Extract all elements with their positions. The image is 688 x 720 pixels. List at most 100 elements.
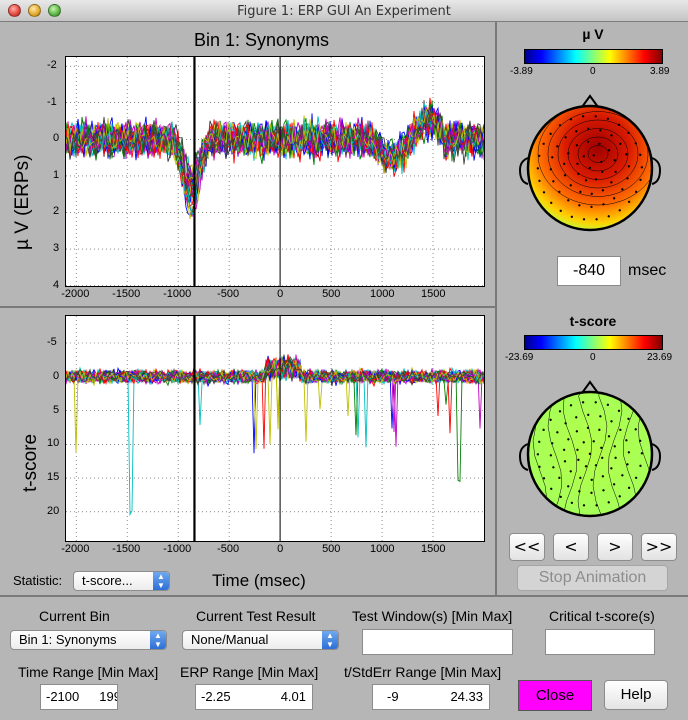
latency-input[interactable]: -840 <box>557 256 621 286</box>
electrode-marker: • <box>566 435 571 444</box>
electrode-marker: • <box>581 439 586 448</box>
xtick-label: -1500 <box>112 288 141 300</box>
critical-t-label: Critical t-score(s) <box>549 608 655 624</box>
electrode-marker: • <box>612 156 617 165</box>
electrode-marker: • <box>537 438 542 447</box>
tscore-topomap[interactable]: • •••••• ••••••••••• • •••••••••••••••• • ••••… <box>515 376 665 526</box>
electrode-marker: • <box>606 401 611 410</box>
ytick-label: 0 <box>53 132 60 145</box>
channel-trace <box>66 107 484 192</box>
electrode-marker: • <box>597 426 602 435</box>
electrode-marker: • <box>582 502 587 511</box>
xtick-label: 1000 <box>370 288 395 300</box>
electrode-marker: • <box>624 436 629 445</box>
electrode-marker: • <box>566 149 571 158</box>
t-range-input[interactable]: -9 24.33 <box>372 684 490 710</box>
electrode-marker: • <box>541 426 546 435</box>
electrode-marker: • <box>575 427 580 436</box>
electrode-marker: • <box>563 172 568 181</box>
current-bin-select[interactable]: Bin 1: Synonyms ▲ ▼ <box>10 630 167 650</box>
electrode-marker: • <box>609 465 614 474</box>
electrode-marker: • <box>612 442 617 451</box>
erp-plot-title: Bin 1: Synonyms <box>194 30 330 50</box>
ytick-label: -1 <box>47 95 57 108</box>
electrode-marker: • <box>551 178 556 187</box>
rewind-button[interactable]: << <box>509 533 545 561</box>
electrode-marker: • <box>607 432 612 441</box>
electrode-marker: • <box>578 188 583 197</box>
minimize-window-icon[interactable] <box>28 4 41 17</box>
tscore-xlabel: Time (msec) <box>212 571 306 590</box>
electrode-marker: • <box>586 138 591 147</box>
electrode-marker: • <box>576 170 581 179</box>
time-range-label: Time Range [Min Max] <box>18 664 159 680</box>
electrode-marker: • <box>626 448 631 457</box>
erp-range-label: ERP Range [Min Max] <box>180 664 319 680</box>
ytick-label: -5 <box>47 336 57 348</box>
fast-forward-button[interactable]: >> <box>641 533 677 561</box>
close-button[interactable]: Close <box>518 680 592 711</box>
electrode-marker: • <box>609 179 614 188</box>
electrode-marker: • <box>537 463 542 472</box>
contour-line <box>562 392 577 516</box>
xtick-label: 1500 <box>421 288 446 300</box>
ear-outline <box>518 443 529 471</box>
electrode-marker: • <box>581 112 586 121</box>
electrode-marker: • <box>563 133 568 142</box>
channel-trace <box>66 358 484 517</box>
erp-range-input[interactable]: -2.25 4.01 <box>195 684 313 710</box>
current-test-select[interactable]: None/Manual ▲ ▼ <box>182 630 339 650</box>
electrode-marker: • <box>589 190 594 199</box>
contour-line <box>567 128 629 180</box>
panel-divider <box>495 22 497 597</box>
ytick-label: 20 <box>47 504 60 517</box>
electrode-marker: • <box>575 141 580 150</box>
t-range-max: 24.33 <box>450 689 483 704</box>
tscore-axes[interactable] <box>65 315 485 542</box>
electrode-marker: • <box>577 488 582 497</box>
zoom-window-icon[interactable] <box>48 4 61 17</box>
stop-animation-button[interactable]: Stop Animation <box>517 565 668 591</box>
electrode-marker: • <box>617 407 622 416</box>
time-range-min: -2100 <box>46 689 80 704</box>
electrode-marker: • <box>618 140 623 149</box>
step-forward-button[interactable]: > <box>597 533 633 561</box>
electrode-marker: • <box>537 152 542 161</box>
step-back-button[interactable]: < <box>553 533 589 561</box>
critical-t-input[interactable] <box>545 629 655 655</box>
electrode-marker: • <box>617 493 622 502</box>
xtick-label: 500 <box>322 543 341 555</box>
xtick-label: 1000 <box>370 543 395 555</box>
tscore-colorbar-title: t-score <box>569 313 617 329</box>
electrode-marker: • <box>542 475 547 484</box>
time-range-input[interactable]: -2100 199 <box>40 684 118 710</box>
panel-divider <box>0 595 688 597</box>
xtick-label: -1000 <box>163 543 192 555</box>
electrode-marker: • <box>601 201 606 210</box>
electrode-marker: • <box>562 446 567 455</box>
panel-divider <box>0 306 497 308</box>
erp-axes[interactable] <box>65 56 485 287</box>
electrode-marker: • <box>562 160 567 169</box>
chevron-updown-icon: ▲ ▼ <box>150 631 166 649</box>
channel-trace <box>66 107 484 186</box>
ytick-label: 15 <box>47 471 60 484</box>
xtick-label: -1000 <box>163 288 192 300</box>
electrode-marker: • <box>626 162 631 171</box>
electrode-marker: • <box>589 476 594 485</box>
electrode-marker: • <box>638 151 643 160</box>
electrode-marker: • <box>541 140 546 149</box>
electrode-marker: • <box>558 407 563 416</box>
ear-outline <box>651 443 662 471</box>
electrode-marker: • <box>591 438 596 447</box>
test-window-input[interactable] <box>362 629 513 655</box>
window-titlebar: Figure 1: ERP GUI An Experiment <box>0 0 688 22</box>
ear-outline <box>518 157 529 185</box>
erp-topomap[interactable]: • •••••• ••••••••••• • •••••••••••••••• • ••••… <box>515 90 665 240</box>
close-window-icon[interactable] <box>8 4 21 17</box>
tscore-colorbar-min: -23.69 <box>505 352 534 363</box>
electrode-marker: • <box>581 398 586 407</box>
help-button[interactable]: Help <box>604 680 668 710</box>
erp-range-min: -2.25 <box>201 689 231 704</box>
statistic-select[interactable]: t-score... ▲ ▼ <box>73 571 170 591</box>
